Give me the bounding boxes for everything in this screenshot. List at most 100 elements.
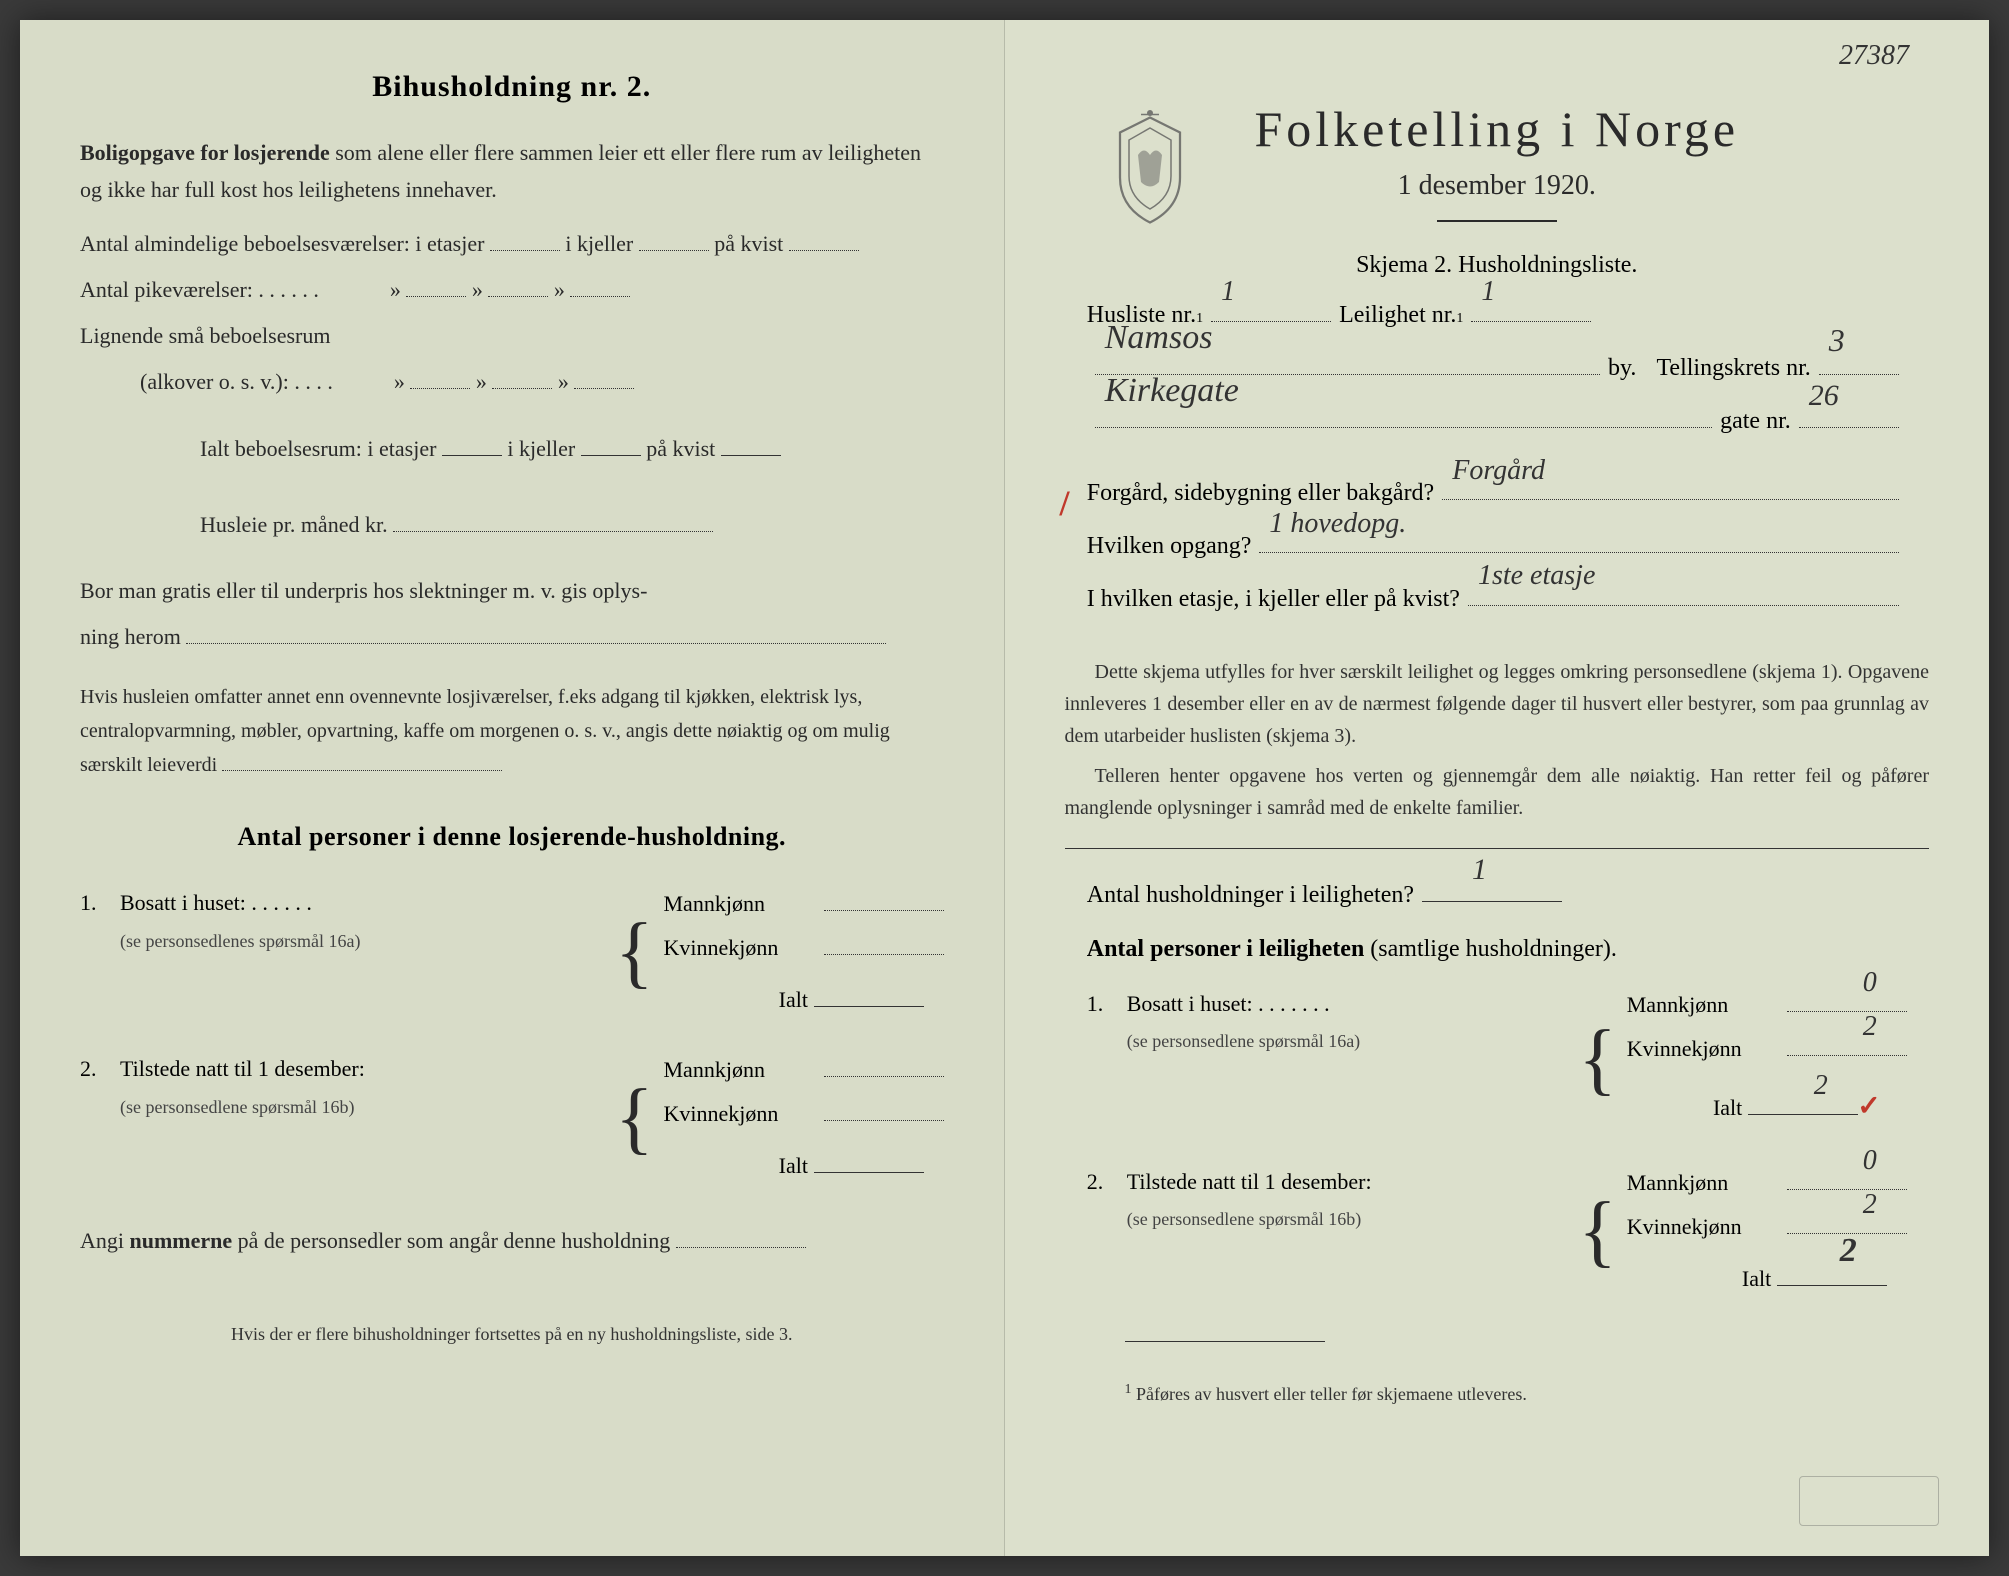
census-document: Bihusholdning nr. 2. Boligopgave for los… [20, 20, 1989, 1556]
ditto-3: » [554, 277, 565, 302]
opgang-label: Hvilken opgang? [1087, 520, 1252, 573]
item-1-label: Bosatt i huset: . . . . . . [120, 882, 605, 924]
item-1-kvinne-fill [824, 929, 944, 955]
ditto-2: » [472, 277, 483, 302]
antal-pers-bold: Antal personer i leiligheten [1087, 936, 1365, 962]
divider-rule [1065, 848, 1930, 849]
r-item-1-num: 1. [1087, 983, 1127, 1135]
r-mann-label: Mannkjønn [1627, 983, 1787, 1027]
bosatt-ialt-val: 2 [1814, 1058, 1828, 1114]
mann-label: Mannkjønn [664, 882, 824, 926]
rooms-etasjer-label: Antal almindelige beboelsesværelser: i e… [80, 231, 484, 256]
item-1-ialt: Ialt [664, 978, 944, 1022]
antal-pers-title: Antal personer i leiligheten (samtlige h… [1087, 936, 1907, 963]
rooms-kvist-label: på kvist [714, 231, 783, 256]
kvinne-label-2: Kvinnekjønn [664, 1092, 824, 1136]
r-item-1-label: Bosatt i huset: . . . . . . . [1127, 983, 1569, 1025]
etasje-val: 1ste etasje [1478, 545, 1595, 607]
item-2-genders: Mannkjønn Kvinnekjønn Ialt [664, 1048, 944, 1188]
angi-fill [676, 1226, 806, 1248]
item-1-sub: (se personsedlenes spørsmål 16a) [120, 924, 605, 958]
item-1-ialt-fill [814, 981, 924, 1007]
intro-bold: Boligopgave for losjerende [80, 140, 330, 165]
right-item-2: 2. Tilstede natt til 1 desember: (se per… [1087, 1161, 1907, 1301]
r-item-2-ialt-fill: 2 [1777, 1259, 1887, 1285]
angi-line: Angi nummerne på de personsedler som ang… [80, 1218, 944, 1264]
r-ialt-label-2: Ialt [1742, 1266, 1771, 1291]
footnote-sup: 1 [1125, 1382, 1132, 1397]
gratis-label-b: ning herom [80, 624, 181, 649]
antal-hush-label: Antal husholdninger i leiligheten? [1087, 869, 1414, 922]
etasje-label: I hvilken etasje, i kjeller eller på kvi… [1087, 573, 1460, 626]
pike-fill-2 [488, 275, 548, 297]
ditto-6: » [558, 369, 569, 394]
left-section-title: Antal personer i denne losjerende-hushol… [80, 822, 944, 852]
leilighet-val: 1 [1481, 261, 1495, 323]
r-item-2-label: Tilstede natt til 1 desember: [1127, 1161, 1569, 1203]
r-mann-label-2: Mannkjønn [1627, 1161, 1787, 1205]
pike-label: Antal pikeværelser: . . . . . . [80, 277, 319, 302]
header-fields: Skjema 2. Husholdningsliste. Husliste nr… [1087, 252, 1907, 626]
item-2-num: 2. [80, 1048, 120, 1188]
alkover-label: (alkover o. s. v.): . . . . [140, 369, 333, 394]
alkover-line-a: Lignende små beboelsesrum [80, 313, 944, 359]
gratis-fill [186, 622, 886, 644]
forgard-row: Forgård, sidebygning eller bakgård? Forg… [1087, 467, 1907, 520]
angi-prefix: Angi [80, 1228, 130, 1253]
alkover-line-b: (alkover o. s. v.): . . . . » » » [80, 359, 944, 405]
title-rule [1437, 220, 1557, 222]
ditto-1: » [390, 277, 401, 302]
alkover-fill-3 [574, 367, 634, 389]
husleie-fill [393, 510, 713, 532]
r-item-2-ialt: Ialt 2 [1627, 1257, 1907, 1301]
brace-icon-2: { [605, 1048, 663, 1188]
rooms-line-1: Antal almindelige beboelsesværelser: i e… [80, 221, 944, 267]
opgang-val: 1 hovedopg. [1269, 493, 1406, 555]
pike-line: Antal pikeværelser: . . . . . . » » » [80, 267, 944, 313]
brace-icon-3: { [1568, 983, 1626, 1135]
ialt-kvist-fill [721, 434, 781, 456]
r-kvinne-label-2: Kvinnekjønn [1627, 1205, 1787, 1249]
r-item-1-label-block: Bosatt i huset: . . . . . . . (se person… [1127, 983, 1569, 1135]
instructions: Dette skjema utfylles for hver særskilt … [1065, 656, 1930, 824]
leilighet-fill: 1 [1471, 291, 1591, 322]
r-kvinne-label: Kvinnekjønn [1627, 1027, 1787, 1071]
gate-label: gate nr. [1720, 395, 1791, 448]
tilstede-ialt-val: 2 [1840, 1217, 1857, 1285]
r-item-2-num: 2. [1087, 1161, 1127, 1301]
ialt-label-2: Ialt [779, 1153, 808, 1178]
r-item-1-sub: (se personsedlene spørsmål 16a) [1127, 1024, 1569, 1058]
left-item-1: 1. Bosatt i huset: . . . . . . (se perso… [80, 882, 944, 1022]
antal-hush-val: 1 [1472, 837, 1487, 903]
ialt-kjeller-label: i kjeller [507, 436, 575, 461]
r-item-1-kvinne-fill: 2 [1787, 1029, 1907, 1055]
red-check-2: ✓ [1857, 1091, 1880, 1122]
kvinne-label: Kvinnekjønn [664, 926, 824, 970]
printer-stamp [1799, 1476, 1939, 1526]
husleie-line: Husleie pr. måned kr. [80, 502, 944, 548]
r-item-1-genders: Mannkjønn 0 Kvinnekjønn 2 Ialt 2 ✓ [1627, 983, 1907, 1135]
item-1-brace-group: { Mannkjønn Kvinnekjønn Ialt [605, 882, 943, 1022]
skjema-line: Skjema 2. Husholdningsliste. [1087, 252, 1907, 279]
alkover-fill-2 [492, 367, 552, 389]
tilstede-kvinne-val: 2 [1863, 1177, 1877, 1233]
gratis-line-a: Bor man gratis eller til underpris hos s… [80, 568, 944, 614]
rooms-kvist-fill [789, 229, 859, 251]
gratis-line-b: ning herom [80, 614, 944, 660]
footnote-text: Påføres av husvert eller teller før skje… [1136, 1384, 1527, 1404]
gate-fill: Kirkegate [1095, 396, 1712, 427]
forgard-val: Forgård [1452, 440, 1545, 502]
r-item-2-brace-group: { Mannkjønn 0 Kvinnekjønn 2 Ialt 2 [1568, 1161, 1906, 1301]
ialt-etasjer-fill [442, 434, 502, 456]
item-1-genders: Mannkjønn Kvinnekjønn Ialt [664, 882, 944, 1022]
item-1-mann: Mannkjønn [664, 882, 944, 926]
antal-hush-row: Antal husholdninger i leiligheten? 1 [1087, 869, 1907, 922]
etasje-fill: 1ste etasje [1468, 575, 1899, 606]
sup-2: 1 [1456, 304, 1463, 335]
angi-rest: på de personsedler som angår denne husho… [238, 1228, 671, 1253]
right-page: 27387 Folketelling i Norge 1 desember 19… [1005, 20, 1990, 1556]
gate-val: Kirkegate [1105, 354, 1239, 429]
item-1-kvinne: Kvinnekjønn [664, 926, 944, 970]
item-1-num: 1. [80, 882, 120, 1022]
right-footnote: 1 Påføres av husvert eller teller før sk… [1065, 1382, 1930, 1405]
